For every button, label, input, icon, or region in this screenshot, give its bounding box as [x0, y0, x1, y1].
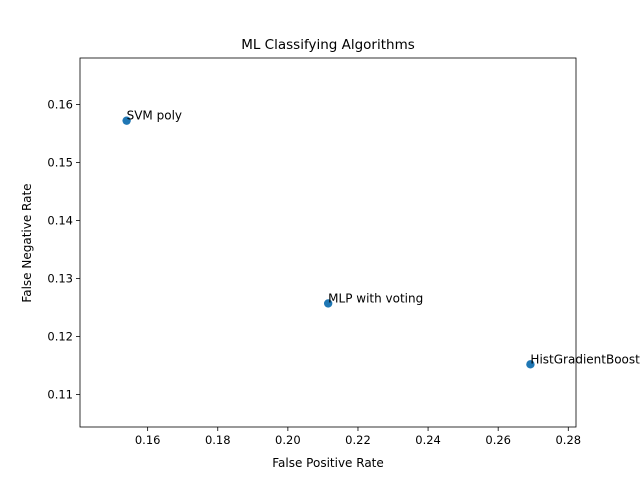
data-point-label: SVM poly [127, 109, 182, 123]
chart-title: ML Classifying Algorithms [241, 37, 415, 53]
y-tick-label: 0.16 [47, 97, 73, 111]
x-tick-label: 0.20 [275, 433, 301, 447]
x-axis-label: False Positive Rate [272, 456, 384, 470]
x-tick-label: 0.26 [485, 433, 511, 447]
y-tick-label: 0.12 [47, 329, 73, 343]
data-point [526, 360, 535, 369]
plot-frame [79, 57, 577, 428]
x-tick-label: 0.24 [415, 433, 441, 447]
y-tick-label: 0.11 [47, 388, 73, 402]
plot-area: 0.16 0.18 0.20 0.22 0.24 0.26 0.28 0.11 0.12 0.13… [47, 57, 640, 447]
x-tick-label: 0.16 [135, 433, 161, 447]
x-tick-label: 0.28 [555, 433, 581, 447]
data-point-label: HistGradientBoosting [530, 352, 640, 366]
data-point [122, 116, 131, 125]
data-point-label: MLP with voting [328, 291, 423, 305]
y-tick-label: 0.13 [47, 271, 73, 285]
data-point [323, 299, 333, 308]
y-tick-label: 0.14 [47, 213, 73, 227]
x-tick-label: 0.22 [345, 433, 371, 447]
x-tick-label: 0.18 [205, 433, 231, 447]
y-axis-label: False Negative Rate [20, 183, 34, 302]
y-tick-label: 0.15 [47, 155, 73, 169]
